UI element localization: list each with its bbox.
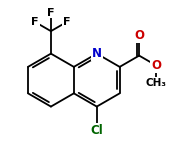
Text: F: F [47,8,55,18]
Text: CH₃: CH₃ [146,78,167,88]
Text: F: F [63,17,71,27]
Text: Cl: Cl [90,124,103,137]
Text: N: N [92,47,102,60]
Text: O: O [134,29,144,42]
Text: O: O [151,59,161,72]
Text: F: F [31,17,39,27]
